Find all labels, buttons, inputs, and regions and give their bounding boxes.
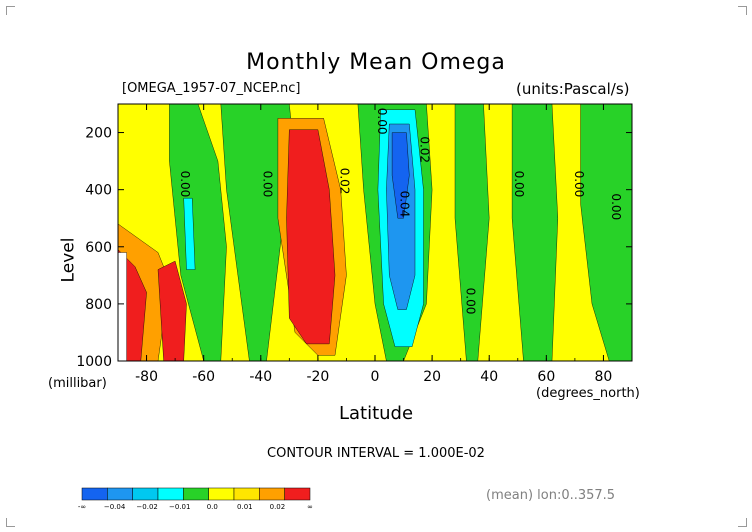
crop-mark	[738, 518, 747, 527]
colorbar-label: -∞	[78, 503, 86, 511]
contour-interval-note: CONTOUR INTERVAL = 1.000E-02	[267, 446, 485, 461]
contour-label: 0.00	[178, 171, 192, 198]
colorbar-swatch	[107, 487, 133, 501]
x-unit-label: (degrees_north)	[536, 386, 640, 401]
units-label: (units:Pascal/s)	[516, 80, 630, 98]
x-tick-label: 40	[480, 369, 498, 385]
mean-longitude-note: (mean) lon:0..357.5	[486, 488, 616, 503]
y-tick-label: 1000	[76, 354, 112, 370]
colorbar-label: −0.04	[104, 503, 126, 511]
colorbar-label: ∞	[307, 503, 313, 511]
x-tick-label: 20	[423, 369, 441, 385]
colorbar-swatch	[183, 487, 209, 501]
contour-label: 0.02	[418, 136, 432, 163]
contour-label: 0.00	[261, 171, 275, 198]
contour-label: 0.00	[572, 171, 586, 198]
contour-region	[118, 252, 127, 361]
contour-label: 0.00	[463, 288, 477, 315]
contour-region	[454, 104, 490, 361]
colorbar-label: 0.0	[207, 503, 218, 511]
contour-label: 0.00	[609, 193, 623, 220]
axes: -80 -60 -40 -20 0 20 40 60 80 200 400 600 800 1000	[76, 104, 633, 385]
colorbar-swatch	[132, 487, 159, 501]
x-axis-label: Latitude	[338, 403, 414, 424]
y-tick-label: 200	[85, 126, 112, 142]
colorbar-swatch	[157, 487, 184, 501]
contour-label: 0.00	[512, 171, 526, 198]
crop-mark	[6, 518, 15, 527]
x-tick-label: -80	[135, 369, 158, 385]
contour-label: 0.04	[398, 191, 412, 218]
contour-region	[286, 129, 336, 345]
contour-region	[391, 132, 410, 219]
colorbar-label: −0.01	[169, 503, 190, 511]
x-tick-label: -20	[306, 369, 329, 385]
y-tick-label: 800	[85, 297, 112, 313]
x-tick-label: 0	[371, 369, 380, 385]
x-tick-label: -60	[192, 369, 215, 385]
colorbar-swatch	[284, 487, 311, 501]
contour-region	[580, 104, 632, 361]
x-tick-label: -40	[249, 369, 272, 385]
contour-fills	[118, 104, 632, 361]
colorbar: -∞ −0.04 −0.02 −0.01 0.0 0.01 0.02 ∞	[78, 487, 313, 511]
source-file-label: [OMEGA_1957-07_NCEP.nc]	[122, 81, 301, 96]
colorbar-label: −0.02	[136, 503, 157, 511]
colorbar-swatch	[81, 487, 108, 501]
y-tick-label: 600	[85, 240, 112, 256]
contour-region	[511, 104, 559, 361]
contour-region	[157, 260, 187, 361]
contour-region	[169, 104, 227, 361]
crop-mark	[738, 6, 747, 15]
contour-region	[183, 197, 196, 270]
colorbar-swatch	[233, 487, 260, 501]
x-tick-label: 60	[537, 369, 555, 385]
x-tick-label: 80	[595, 369, 613, 385]
colorbar-swatch	[208, 487, 235, 501]
contour-label: 0.02	[338, 168, 352, 195]
chart-title: Monthly Mean Omega	[246, 50, 506, 75]
contour-label: 0.00	[375, 108, 389, 135]
colorbar-label: 0.01	[237, 503, 253, 511]
crop-mark	[6, 6, 15, 15]
y-tick-label: 400	[85, 183, 112, 199]
contour-labels: 0.00 0.00 0.02 0.00 0.02 0.04 0.00 0.00 0.00 0.00	[178, 108, 623, 315]
colorbar-label: 0.02	[270, 503, 286, 511]
y-unit-label: (millibar)	[48, 376, 107, 391]
colorbar-swatch	[259, 487, 285, 501]
